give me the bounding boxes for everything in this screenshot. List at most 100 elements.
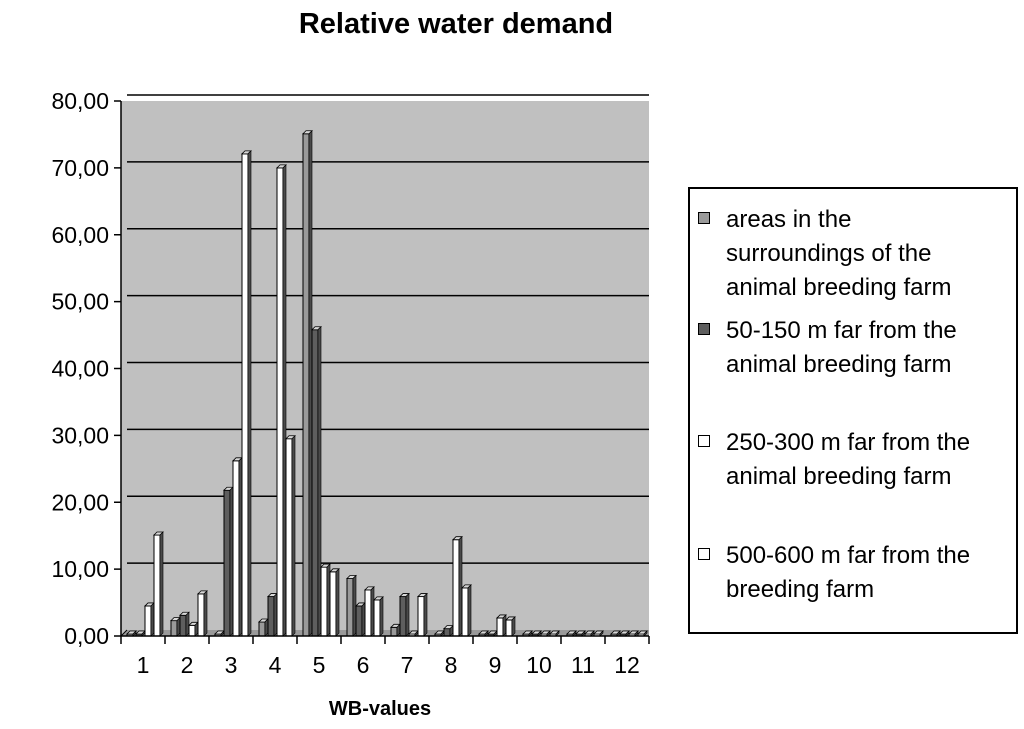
x-tick-labels: 1 2 3 4 5 6 7 8 9 10 11 12 (137, 652, 640, 678)
bar-face (267, 596, 275, 637)
bar (311, 325, 322, 637)
bar (346, 574, 357, 637)
bar (223, 486, 234, 637)
legend: areas in the surroundings of the animal … (688, 187, 1018, 634)
y-tick-label: 40,00 (51, 356, 109, 382)
bar (540, 630, 551, 637)
bar (399, 592, 410, 637)
bar-side (423, 592, 428, 637)
bar (566, 630, 577, 637)
legend-line: animal breeding farm (726, 351, 952, 378)
bar (170, 616, 181, 637)
x-tick-label: 1 (137, 652, 150, 678)
bar-face (285, 438, 293, 637)
bar-face (232, 460, 240, 637)
bar (505, 616, 516, 637)
bar (417, 592, 428, 637)
bar (320, 563, 331, 637)
x-tick-label: 6 (357, 652, 370, 678)
bar-face (197, 593, 205, 637)
bar-face (355, 605, 363, 637)
bar (197, 590, 208, 637)
legend-label: 250-300 m far from the animal breeding f… (726, 426, 1024, 494)
bar-side (203, 590, 208, 637)
x-tick-label: 9 (489, 652, 502, 678)
bar (144, 602, 155, 637)
x-axis-label: WB-values (328, 698, 432, 720)
bar-face (223, 489, 231, 637)
y-tick-label: 10,00 (51, 556, 109, 582)
bar (188, 621, 199, 637)
legend-line: 50-150 m far from the (726, 317, 957, 344)
bar (241, 150, 252, 637)
bar-face (320, 566, 328, 637)
legend-line: 500-600 m far from the (726, 542, 971, 569)
x-tick-label: 8 (445, 652, 458, 678)
chart-title: Relative water demand (298, 8, 614, 40)
bar (232, 457, 243, 637)
legend-label: areas in the surroundings of the animal … (726, 203, 1024, 305)
y-tick-label: 70,00 (51, 155, 109, 181)
plot-area (121, 101, 649, 636)
legend-label: 500-600 m far from the breeding farm (726, 539, 1024, 607)
bar-side (335, 568, 340, 637)
bar (285, 435, 296, 637)
legend-line: breeding farm (726, 576, 875, 603)
bar-side (159, 531, 164, 637)
x-tick-label: 10 (526, 652, 552, 678)
bar-face (276, 167, 284, 637)
bar (276, 164, 287, 637)
legend-line: surroundings of the (726, 240, 932, 267)
bar-face (144, 605, 152, 637)
bar-face (241, 153, 249, 637)
bar-face (364, 589, 372, 637)
x-tick-label: 2 (181, 652, 194, 678)
bar-face (452, 539, 460, 637)
y-tick-label: 80,00 (51, 88, 109, 114)
bar-face (443, 628, 451, 637)
bar (302, 130, 313, 637)
bar-face (258, 621, 266, 637)
bar (496, 614, 507, 637)
bar (619, 630, 630, 637)
y-tick-labels: 0,00 10,00 20,00 30,00 40,00 50,00 60,00 70,00 8… (51, 88, 109, 649)
bar (531, 630, 542, 637)
bar (443, 624, 454, 637)
bar (126, 630, 137, 637)
plot-background (121, 101, 649, 636)
legend-swatch (698, 323, 710, 335)
bars (126, 130, 648, 637)
bar-face (329, 571, 337, 637)
bar-face (373, 599, 381, 637)
legend-line: animal breeding farm (726, 463, 952, 490)
bar (153, 531, 164, 637)
legend-swatch (698, 548, 710, 560)
bar-face (417, 596, 425, 637)
bar-face (170, 620, 178, 637)
bar-face (311, 329, 319, 637)
bar (461, 584, 472, 637)
gridlines (127, 94, 649, 564)
bar (478, 630, 489, 637)
legend-swatch (698, 435, 710, 447)
bar-face (179, 614, 187, 637)
bar-face (399, 596, 407, 637)
x-tick-label: 12 (614, 652, 640, 678)
x-tick-label: 7 (401, 652, 414, 678)
bar-face (505, 619, 513, 637)
bar (364, 586, 375, 637)
plot-floor (121, 630, 649, 636)
bar (522, 630, 533, 637)
bar-side (511, 616, 516, 637)
bar-side (291, 435, 296, 637)
y-tick-label: 30,00 (51, 422, 109, 448)
legend-line: animal breeding farm (726, 274, 952, 301)
bar (373, 596, 384, 637)
x-tick-label: 4 (269, 652, 282, 678)
y-tick-label: 60,00 (51, 222, 109, 248)
y-tick-label: 50,00 (51, 289, 109, 315)
axis-depth-line (120, 629, 128, 637)
bar-face (461, 587, 469, 637)
bar-face (346, 577, 354, 637)
